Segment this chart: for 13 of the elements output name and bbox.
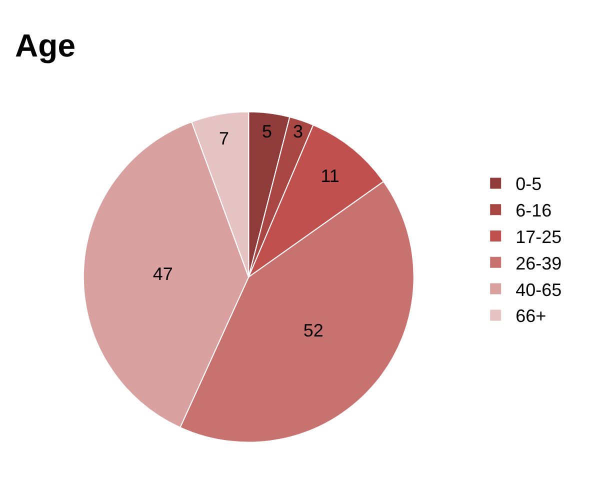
legend-label: 17-25 bbox=[516, 227, 562, 248]
data-label: 47 bbox=[152, 264, 173, 284]
data-label: 52 bbox=[303, 320, 324, 341]
legend-label: 0-5 bbox=[516, 174, 542, 194]
data-label: 3 bbox=[292, 122, 303, 142]
legend-label: 66+ bbox=[516, 306, 546, 326]
data-label: 11 bbox=[320, 166, 340, 186]
data-label: 7 bbox=[219, 128, 230, 149]
legend-label: 26-39 bbox=[516, 253, 562, 274]
chart-title: Age bbox=[15, 28, 76, 64]
legend-label: 40-65 bbox=[516, 280, 562, 300]
legend-label: 6-16 bbox=[516, 200, 552, 221]
data-label: 5 bbox=[262, 121, 272, 142]
